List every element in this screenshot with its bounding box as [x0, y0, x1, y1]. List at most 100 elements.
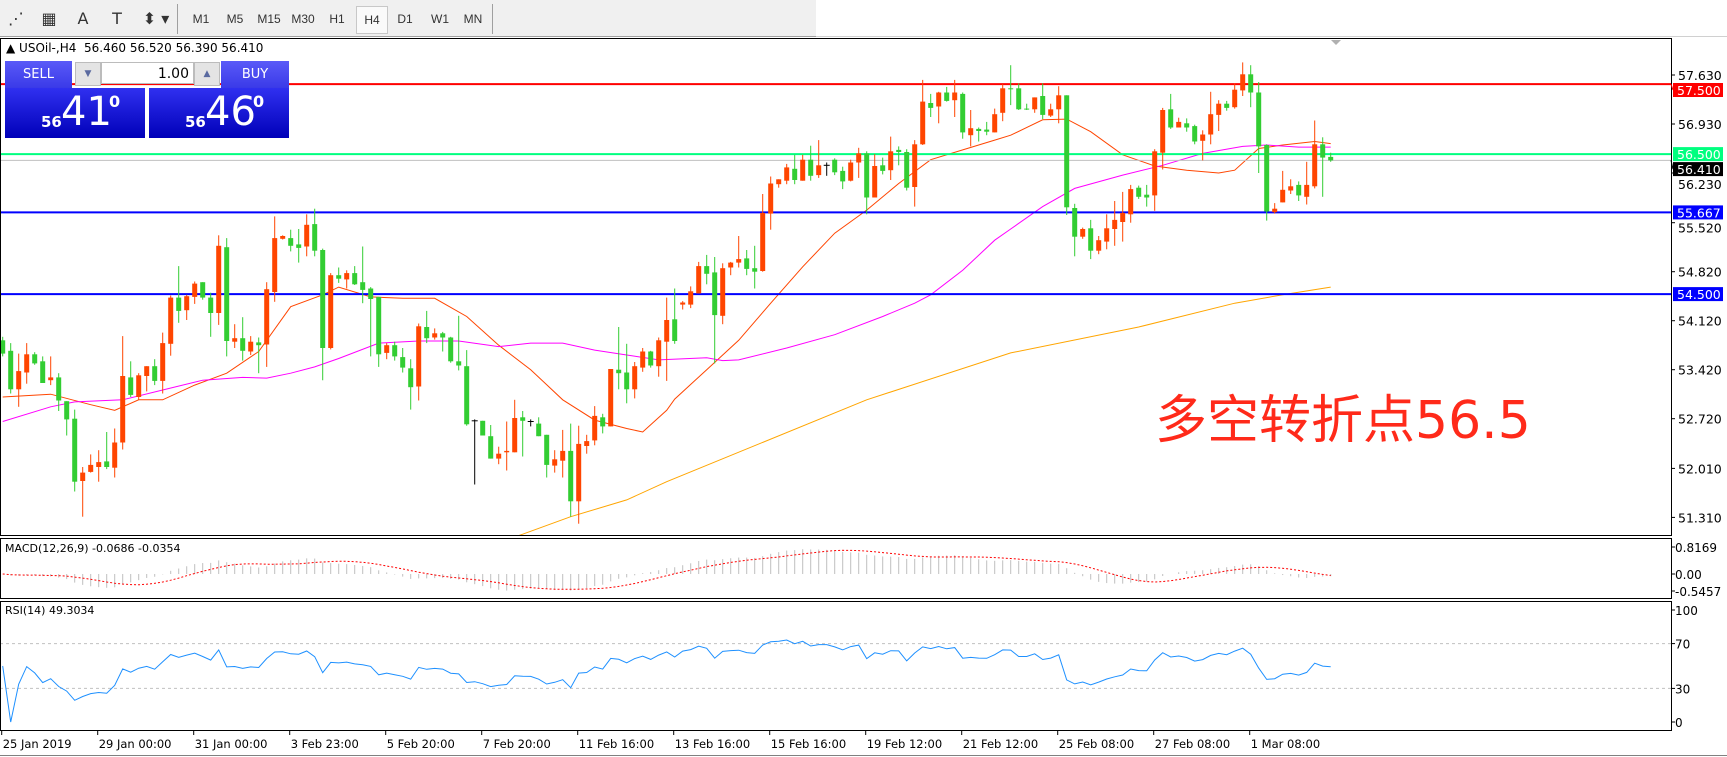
candle-body [896, 149, 902, 152]
candle-body [672, 319, 678, 341]
price-axis-label: 56.930 [1678, 117, 1722, 132]
candle-body [584, 441, 590, 446]
candle-body [1072, 208, 1078, 237]
price-level-tag-connector [1670, 83, 1674, 91]
candle-body [512, 418, 518, 453]
time-axis-label: 21 Feb 12:00 [963, 737, 1038, 751]
sell-button[interactable]: SELL [5, 61, 72, 88]
rsi-pane-border [0, 601, 1672, 731]
candle-body [1016, 88, 1022, 110]
sell-price-prefix: 56 [41, 113, 62, 131]
timeframe-m1-button[interactable]: M1 [192, 12, 210, 26]
text-icon[interactable]: A [77, 8, 89, 28]
ma-slow-line [518, 286, 1331, 535]
candle-body [1208, 114, 1214, 135]
candle-body [208, 297, 214, 313]
price-level-tag-label: 56.410 [1677, 162, 1721, 177]
candle-body [1168, 109, 1174, 128]
lot-increase-button[interactable]: ▲ [194, 62, 220, 86]
timeframe-h4-button[interactable]: H4 [356, 6, 388, 34]
timeframe-m30-button[interactable]: M30 [291, 12, 315, 26]
candle-body [360, 282, 366, 290]
buy-price-prefix: 56 [185, 113, 206, 131]
candle-body [256, 342, 262, 346]
price-axis-label: 55.520 [1678, 220, 1722, 235]
time-axis-label: 27 Feb 08:00 [1155, 737, 1230, 751]
candle-body [688, 291, 694, 305]
candle-body [992, 114, 998, 133]
candle-body [1104, 228, 1110, 242]
rsi-axis-label: 0 [1675, 716, 1683, 730]
candle-body [744, 258, 750, 269]
candle-body [264, 289, 270, 345]
candle-body [832, 159, 838, 173]
time-axis-label: 19 Feb 12:00 [867, 737, 942, 751]
candle-body [248, 341, 254, 352]
price-level-tag [1673, 83, 1723, 97]
buy-button[interactable]: BUY [221, 61, 289, 88]
fibonacci-expansion-icon[interactable]: ⋰ [8, 8, 24, 28]
candle-body [320, 250, 326, 348]
lot-size-input[interactable]: 1.00 [101, 62, 194, 84]
price-level-tag [1673, 287, 1723, 302]
time-axis-label: 29 Jan 00:00 [99, 737, 172, 751]
rsi-axis-label: 100 [1675, 604, 1698, 618]
candle-body [632, 366, 638, 390]
macd-pane-border [0, 538, 1672, 599]
price-level-tag-label: 57.500 [1677, 83, 1721, 98]
lot-decrease-button[interactable]: ▼ [75, 62, 101, 86]
time-axis-label: 25 Feb 08:00 [1059, 737, 1134, 751]
price-level-tag [1673, 205, 1723, 220]
rsi-axis-label: 70 [1675, 638, 1690, 652]
candle-body [16, 371, 22, 390]
candle-body [432, 333, 438, 338]
candle-body [1216, 103, 1222, 115]
candle-body [272, 238, 278, 292]
candle-body [80, 472, 86, 481]
candle-body [640, 351, 646, 368]
candle-body [856, 153, 862, 163]
candle-body [592, 415, 598, 441]
candle-body [1080, 229, 1086, 237]
candle-body [720, 268, 726, 316]
candle-body [912, 144, 918, 187]
price-level-tag-connector [1670, 160, 1674, 170]
candle-body [488, 436, 494, 459]
chart-shift-marker[interactable] [1331, 40, 1341, 45]
timeframe-m5-button[interactable]: M5 [226, 12, 244, 26]
timeframe-w1-button[interactable]: W1 [431, 12, 449, 26]
arrows-icon[interactable]: ⬍ ▾ [142, 8, 170, 28]
candle-body [72, 418, 78, 482]
candle-body [216, 245, 222, 313]
candle-body [712, 272, 718, 316]
candle-body [1312, 144, 1318, 187]
macd-signal-line [2, 549, 1331, 590]
symbol-label: USOil-,H4 [19, 41, 77, 55]
candle-body [504, 450, 510, 453]
candle-body [1000, 88, 1006, 113]
text-label-icon[interactable]: T [112, 8, 122, 28]
fibonacci-fan-icon[interactable]: ▦ [41, 8, 57, 28]
ma-mid-line [2, 144, 1331, 422]
candle-body [376, 296, 382, 355]
candle-body [656, 340, 662, 367]
buy-price-box[interactable]: 56 46 0 [149, 88, 289, 138]
timeframe-h1-button[interactable]: H1 [329, 12, 345, 26]
macd-label: MACD(12,26,9) -0.0686 -0.0354 [5, 542, 181, 555]
collapse-triangle-icon[interactable]: ▲ [6, 41, 20, 55]
sell-price-box[interactable]: 56 41 0 [5, 88, 145, 138]
timeframe-d1-button[interactable]: D1 [397, 12, 413, 26]
candle-body [1128, 189, 1134, 215]
ma-fast-line [2, 118, 1331, 433]
timeframe-mn-button[interactable]: MN [463, 12, 483, 26]
time-axis-label: 3 Feb 23:00 [291, 737, 359, 751]
buy-price-fraction: 0 [253, 92, 265, 111]
candle-body [416, 326, 422, 387]
toolbar-empty-area [816, 0, 1727, 37]
candle-body [1008, 88, 1014, 90]
candle-body [984, 129, 990, 132]
macd-axis-label: 0.8169 [1675, 541, 1717, 555]
price-axis-label: 56.230 [1678, 177, 1722, 192]
timeframe-m15-button[interactable]: M15 [257, 12, 281, 26]
